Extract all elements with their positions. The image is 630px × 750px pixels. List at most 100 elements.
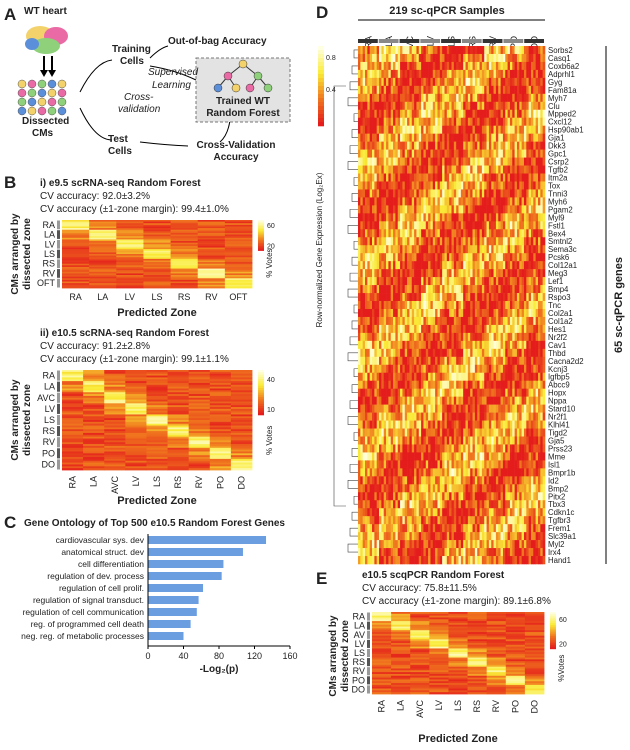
heat-cell [402, 93, 406, 103]
heat-cell [386, 53, 389, 63]
heat-cell [432, 308, 436, 318]
heat-cell [411, 165, 415, 174]
heat-cell [381, 293, 385, 302]
heat-cell [481, 380, 485, 389]
heat-cell [528, 125, 532, 134]
heat-cell [502, 301, 506, 310]
heat-cell [390, 85, 394, 95]
heat-cell [537, 157, 541, 166]
heat-cell [453, 293, 457, 302]
heat-cell [507, 69, 511, 79]
heat-cell [400, 293, 403, 302]
heat-cell [502, 372, 506, 382]
x-tick-label: 40 [178, 651, 188, 661]
heat-cell [533, 316, 536, 326]
heat-cell [428, 46, 431, 55]
heat-cell [393, 420, 396, 429]
heat-cell [505, 61, 508, 71]
heat-cell [435, 404, 438, 413]
heat-cell [209, 429, 232, 432]
heat-cell [535, 277, 539, 286]
heat-cell [116, 279, 144, 282]
heat-cell [230, 421, 253, 425]
heat-cell [500, 229, 504, 238]
heat-cell [449, 316, 452, 326]
heat-cell [453, 109, 457, 119]
heat-cell [486, 125, 490, 134]
heat-cell [477, 428, 480, 437]
heat-cell [456, 85, 459, 95]
heat-cell [372, 253, 375, 262]
heat-cell [505, 125, 508, 134]
heat-cell [493, 221, 497, 230]
heat-cell [362, 165, 366, 174]
heat-cell [484, 412, 487, 421]
heat-cell [481, 316, 485, 326]
heatmap-title: i) e9.5 scRNA-seq Random Forest [40, 178, 201, 189]
heat-cell [116, 232, 144, 235]
heat-cell [421, 109, 424, 119]
heat-cell [498, 332, 501, 342]
heat-cell [407, 173, 410, 182]
heat-cell [540, 125, 543, 134]
heat-cell [519, 173, 522, 182]
heat-cell [188, 418, 211, 421]
heat-cell [530, 189, 534, 198]
heat-cell [418, 356, 422, 366]
heat-cell [465, 157, 469, 166]
heat-cell [89, 254, 117, 257]
heat-cell [146, 377, 168, 380]
arrow [79, 59, 113, 93]
category-label: regulation of signal transduct. [33, 595, 144, 605]
heat-cell [472, 149, 476, 158]
heat-cell [143, 257, 171, 260]
heat-cell [125, 425, 147, 428]
heat-cell [491, 340, 494, 350]
heat-cell [411, 125, 415, 134]
heat-cell [167, 464, 190, 467]
heat-cell [230, 403, 253, 406]
heat-cell [488, 253, 492, 262]
heat-cell [428, 181, 431, 190]
heat-cell [362, 229, 366, 238]
heat-cell [535, 173, 539, 182]
heat-cell [411, 237, 415, 246]
heat-cell [125, 444, 147, 447]
row-bar [57, 437, 60, 448]
heat-cell [435, 197, 438, 206]
heat-cell [432, 237, 436, 246]
heat-cell [535, 141, 539, 150]
heat-cell [444, 308, 448, 318]
heat-cell [514, 261, 518, 270]
heat-cell [437, 269, 441, 278]
heat-cell [437, 324, 441, 334]
heat-cell [423, 245, 427, 254]
heat-cell [167, 401, 190, 404]
heat-cell [197, 283, 226, 286]
heat-cell [479, 221, 483, 230]
heat-cell [514, 428, 518, 437]
heat-cell [530, 157, 534, 166]
heat-cell [397, 109, 401, 119]
heat-cell [437, 348, 441, 358]
heat-cell [495, 77, 499, 87]
heat-cell [498, 181, 501, 190]
heat-cell [421, 213, 424, 222]
heat-cell [421, 340, 424, 350]
heat-cell [421, 293, 424, 302]
heat-cell [358, 420, 361, 429]
heat-cell [481, 308, 485, 318]
heat-cell [167, 421, 190, 425]
heat-cell [425, 261, 429, 270]
heat-cell [390, 277, 394, 286]
heat-cell [502, 101, 506, 111]
heat-cell [188, 445, 211, 449]
heat-cell [397, 356, 401, 366]
heat-cell [421, 53, 424, 63]
heat-cell [530, 165, 534, 174]
heat-cell [477, 229, 480, 238]
heat-cell [188, 403, 211, 406]
heat-cell [209, 440, 232, 443]
heat-cell [367, 420, 370, 429]
heat-cell [523, 181, 527, 190]
